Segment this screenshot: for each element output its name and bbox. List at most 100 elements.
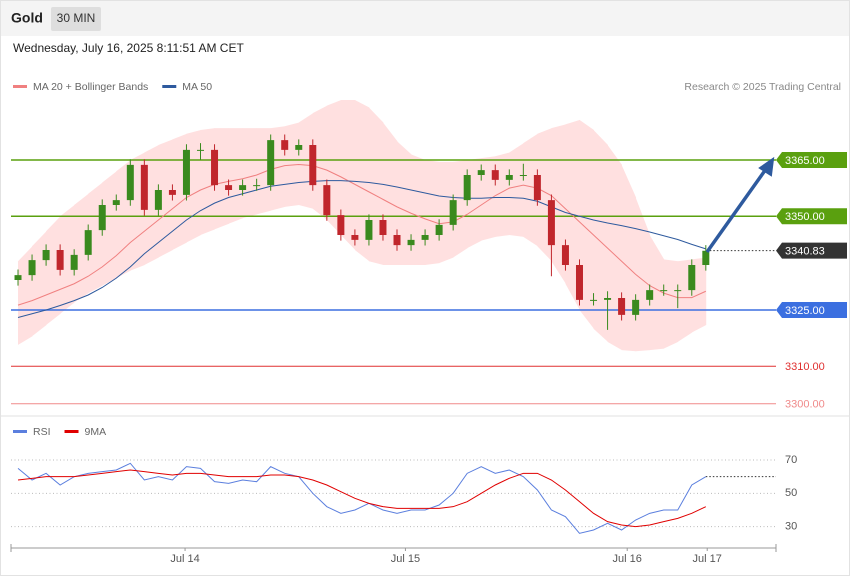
bollinger-band — [340, 100, 356, 250]
candle-body — [196, 149, 204, 151]
candle-body — [295, 145, 303, 150]
legend-label: MA 50 — [182, 81, 212, 93]
candle-body — [84, 230, 92, 255]
y-tick-label: 50 — [785, 487, 797, 499]
candle-body — [393, 235, 401, 246]
last-price-label: 3340.83 — [785, 246, 825, 258]
candle-body — [168, 190, 176, 195]
candle-body — [463, 175, 471, 201]
level-tag — [776, 208, 847, 225]
candle-body — [267, 140, 275, 186]
bollinger-band — [214, 128, 229, 230]
level-label: 3300.00 — [785, 399, 825, 411]
y-tick-label: 70 — [785, 454, 797, 466]
bollinger-band — [649, 235, 665, 351]
bollinger-band — [593, 130, 608, 342]
level-label: 3350.00 — [785, 211, 825, 223]
bollinger-band — [102, 171, 117, 286]
y-tick-label: 30 — [785, 521, 797, 533]
candle-body — [407, 239, 415, 246]
level-label: 3310.00 — [785, 361, 825, 373]
candle-body — [126, 164, 134, 201]
candle-body — [449, 200, 457, 225]
candle-body — [533, 175, 541, 201]
bollinger-band — [46, 216, 61, 325]
candle-body — [519, 175, 527, 176]
candle-body — [702, 250, 710, 265]
candle-body — [590, 299, 598, 301]
bollinger-band — [228, 128, 244, 224]
level-tag — [776, 302, 847, 318]
candle-body — [351, 235, 359, 240]
bollinger-band — [579, 119, 594, 329]
rsi-panel: RSI 9MA 30 50 70 Jul 14 Jul 15 Jul 16 Jul 17 — [10, 426, 797, 565]
bollinger-band — [60, 205, 75, 314]
timeframe[interactable]: 30 MIN — [57, 11, 96, 25]
bollinger-band — [663, 259, 679, 349]
level-label: 3365.00 — [785, 155, 825, 167]
bollinger-band — [32, 231, 47, 337]
legend-label: MA 20 + Bollinger Bands — [33, 81, 148, 93]
level-tag — [776, 152, 847, 168]
bollinger-band — [621, 164, 637, 352]
candle-body — [618, 298, 626, 315]
timeframe-button[interactable] — [51, 7, 101, 31]
bollinger-band — [242, 128, 258, 219]
legend-swatch — [64, 430, 79, 433]
candle-body — [561, 245, 569, 265]
candle-body — [225, 185, 233, 190]
bollinger-band — [158, 139, 173, 258]
candle-body — [140, 164, 148, 210]
legend-swatch — [13, 85, 27, 88]
candle-body — [688, 265, 696, 291]
candle-body — [505, 175, 513, 180]
candle-body — [435, 224, 443, 235]
ma-line — [17, 163, 707, 306]
bollinger-band — [74, 193, 89, 303]
rsi-line — [17, 462, 707, 534]
candle-body — [112, 200, 120, 205]
candle-body — [56, 250, 64, 270]
candle-body — [379, 220, 387, 235]
candle-body — [98, 205, 106, 231]
bollinger-band — [691, 257, 707, 333]
x-tick-label: Jul 14 — [170, 553, 199, 565]
ma-line — [17, 180, 706, 318]
candle-body — [674, 290, 682, 292]
title: Gold — [11, 10, 43, 26]
level-label: 3325.00 — [785, 305, 825, 317]
candle-body — [182, 149, 190, 195]
x-tick-label: Jul 16 — [613, 553, 642, 565]
x-tick-label: Jul 15 — [391, 553, 420, 565]
arrow — [705, 156, 775, 254]
candle-body — [70, 254, 78, 270]
bollinger-band — [635, 197, 651, 352]
bollinger-band — [397, 141, 412, 265]
timestamp: Wednesday, July 16, 2025 8:11:51 AM CET — [13, 41, 244, 55]
bollinger-band — [467, 158, 482, 249]
candle-body — [646, 290, 654, 300]
bollinger-band — [551, 124, 566, 284]
candle-body — [253, 185, 261, 187]
header-bar — [1, 1, 849, 36]
candle-body — [421, 235, 429, 240]
candle-body — [365, 220, 373, 240]
candle-body — [575, 265, 583, 300]
legend-swatch — [13, 430, 27, 433]
candle-body — [323, 185, 331, 216]
candle-body — [42, 250, 50, 261]
candle-body — [154, 190, 162, 210]
credit: Research © 2025 Trading Central — [684, 81, 841, 93]
x-tick-label: Jul 17 — [693, 553, 722, 565]
candle-body — [28, 260, 36, 276]
bollinger-band — [186, 130, 201, 243]
bollinger-band — [326, 100, 342, 235]
bollinger-band — [411, 154, 426, 265]
last-price-tag — [776, 242, 847, 259]
legend-label: RSI — [33, 426, 51, 438]
candle-body — [211, 149, 219, 186]
candle-body — [309, 145, 317, 186]
candle-body — [14, 275, 22, 280]
